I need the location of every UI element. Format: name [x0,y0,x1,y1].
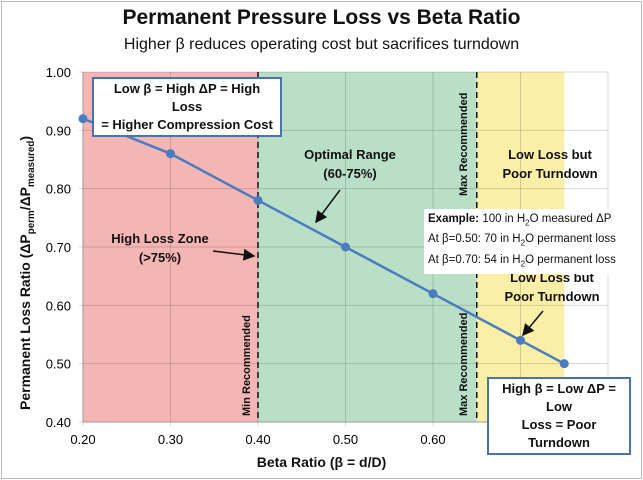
x-tick-label: 0.30 [158,432,183,447]
max-recommended-lower-label: Max Recommended [458,312,470,416]
x-axis-label: Beta Ratio (β = d/D) [256,454,387,470]
data-point [428,289,438,299]
max-recommended-upper-label: Max Recommended [458,92,470,196]
optimal-arrow [315,189,341,224]
data-point [78,114,88,124]
low-loss-arrow [522,310,544,337]
min-recommended-label: Min Recommended [241,315,253,416]
low-beta-annotation: Low β = High ΔP = High Loss = Higher Comp… [92,77,282,137]
y-tick-label: 0.90 [46,123,71,138]
y-axis-label: Permanent Loss Ratio (ΔPperm/ΔPmeasured) [17,136,37,410]
y-tick-label: 0.40 [46,415,71,430]
high-loss-arrow [212,248,256,261]
y-tick-label: 0.70 [46,240,71,255]
data-point [253,195,263,205]
y-tick-label: 0.50 [46,357,71,372]
data-point [559,359,569,369]
y-tick-label: 1.00 [46,65,71,80]
chart-subtitle: Higher β reduces operating cost but sacr… [123,36,520,53]
x-tick-label: 0.60 [420,432,445,447]
data-point [516,335,525,345]
x-tick-label: 0.20 [70,432,95,447]
low-loss-upper-annotation: Low Loss but Poor Turndown [502,147,598,181]
optimal-range-annotation: Optimal Range (60-75%) [304,147,396,181]
y-tick-label: 0.60 [46,298,71,313]
chart-title: Permanent Pressure Loss vs Beta Ratio [122,6,521,29]
example-annotation: Example: 100 in H2O measured ΔP At β=0.5… [424,209,620,274]
x-tick-label: 0.40 [245,432,270,447]
x-tick-label: 0.50 [333,432,358,447]
high-beta-annotation: High β = Low ΔP = Low Loss = Poor Turndow… [487,377,631,455]
data-point [166,149,175,159]
y-tick-label: 0.80 [46,182,71,197]
data-point [341,242,350,252]
high-loss-annotation: High Loss Zone (>75%) [111,231,209,265]
